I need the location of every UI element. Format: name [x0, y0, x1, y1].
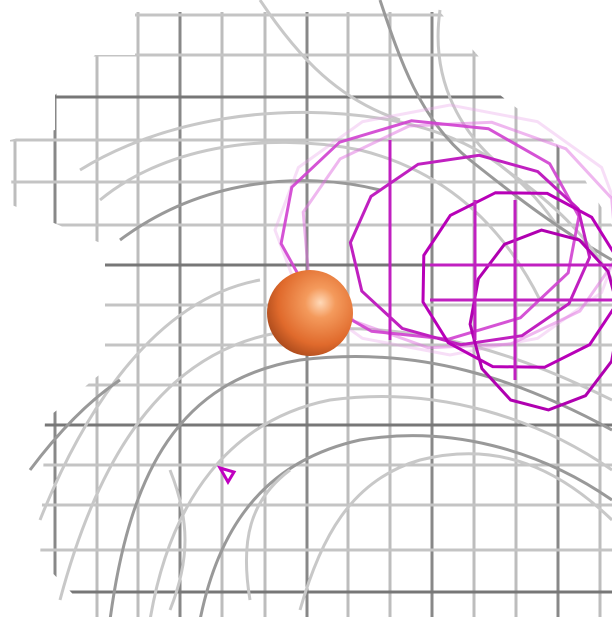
magenta-contour	[468, 228, 612, 412]
magenta-contour	[421, 191, 612, 369]
density-curve	[108, 354, 612, 617]
density-curve	[258, 0, 401, 122]
density-curve	[28, 378, 121, 471]
atom-sphere	[267, 270, 353, 356]
magenta-mesh	[273, 103, 612, 412]
density-curve	[244, 468, 291, 601]
density-curve	[378, 0, 612, 262]
density-curve	[168, 469, 187, 611]
magenta-contour	[348, 153, 592, 347]
density-curve	[199, 434, 612, 617]
density-curve	[119, 179, 381, 242]
magenta-contour	[273, 103, 612, 357]
density-curve	[298, 452, 612, 611]
magenta-fragment	[216, 465, 237, 485]
density-curve	[38, 278, 261, 521]
magenta-contour	[279, 119, 581, 341]
magenta-contour	[301, 120, 612, 350]
density-curve	[149, 395, 612, 617]
